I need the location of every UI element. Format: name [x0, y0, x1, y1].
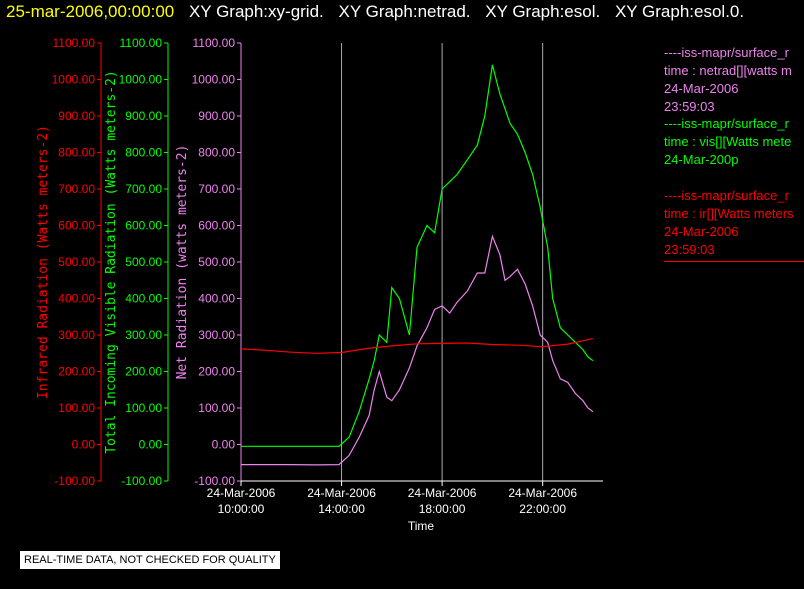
- x-tick-time: 22:00:00: [519, 502, 566, 516]
- y-tick-label: 600.00: [58, 219, 95, 233]
- series-line: [241, 64, 594, 447]
- y-tick-label: 200.00: [198, 365, 235, 379]
- legend-line: 24-Mar-2006: [664, 224, 739, 239]
- y-tick-label: 200.00: [58, 365, 95, 379]
- y-axis-title: Infrared Radiation (Watts meters-2): [36, 125, 51, 399]
- y-tick-label: 200.00: [125, 365, 162, 379]
- legend-separator: [664, 261, 804, 262]
- y-tick-label: 1000.00: [119, 73, 163, 87]
- x-tick-date: 24-Mar-2006: [508, 486, 577, 500]
- y-tick-label: 100.00: [58, 401, 95, 415]
- y-tick-label: 300.00: [58, 328, 95, 342]
- y-tick-label: 300.00: [198, 328, 235, 342]
- legend-line: time : ir[][Watts meters: [664, 206, 794, 221]
- y-tick-label: 1100.00: [53, 36, 96, 50]
- legend-line: 24-Mar-200p: [664, 152, 739, 167]
- y-tick-label: 400.00: [125, 292, 162, 306]
- x-tick-date: 24-Mar-2006: [307, 486, 376, 500]
- x-tick-time: 14:00:00: [318, 502, 365, 516]
- series-lines: [240, 64, 594, 466]
- legend-line: ----iss-mapr/surface_r: [664, 188, 789, 203]
- y-tick-label: 400.00: [198, 292, 235, 306]
- y-tick-label: 400.00: [58, 292, 95, 306]
- y-tick-label: 800.00: [198, 146, 235, 160]
- x-tick-date: 24-Mar-2006: [408, 486, 477, 500]
- y-tick-label: 700.00: [125, 182, 162, 196]
- y-tick-label: 900.00: [125, 109, 162, 123]
- y-tick-label: 900.00: [58, 109, 95, 123]
- y-tick-label: 700.00: [198, 182, 235, 196]
- legend-line: ----iss-mapr/surface_r: [664, 45, 789, 60]
- y-tick-label: 800.00: [125, 146, 162, 160]
- y-axis-title: Total Incoming Visible Radiation (Watts …: [104, 70, 119, 454]
- series-line: [240, 338, 594, 354]
- y-tick-label: 0.00: [139, 438, 163, 452]
- x-axis-title: Time: [408, 519, 435, 533]
- axes: 1100.00 1000.00 900.00 800.00 700.00 600.00 50…: [36, 36, 603, 516]
- legend-line: time : vis[][Watts mete: [664, 134, 792, 149]
- y-tick-label: 600.00: [125, 219, 162, 233]
- y-tick-label: 1100.00: [193, 36, 236, 50]
- y-tick-label: 500.00: [125, 255, 162, 269]
- y-tick-label: 500.00: [58, 255, 95, 269]
- y-axis-title: Net Radiation (watts meters-2): [175, 145, 190, 380]
- series-line: [241, 234, 594, 466]
- y-tick-label: 1000.00: [52, 73, 96, 87]
- quality-notice: REAL-TIME DATA, NOT CHECKED FOR QUALITY: [20, 551, 280, 569]
- graph-name-esol: XY Graph:esol.: [485, 2, 601, 21]
- y-tick-label: 100.00: [198, 401, 235, 415]
- y-tick-label: 700.00: [58, 182, 95, 196]
- y-tick-label: 0.00: [212, 438, 236, 452]
- y-tick-label: 600.00: [198, 219, 235, 233]
- y-tick-label: -100.00: [54, 474, 95, 488]
- y-tick-label: 800.00: [58, 146, 95, 160]
- graph-name-xy-grid: XY Graph:xy-grid.: [188, 2, 324, 21]
- y-tick-label: -100.00: [194, 474, 235, 488]
- x-tick-time: 10:00:00: [218, 502, 265, 516]
- grid-lines: [341, 43, 544, 481]
- legend-line: 24-Mar-2006: [664, 81, 739, 96]
- y-tick-label: -100.00: [121, 474, 162, 488]
- y-tick-label: 0.00: [72, 438, 96, 452]
- plot-date: 25-mar-2006,00:00:00: [6, 2, 175, 21]
- y-tick-label: 300.00: [125, 328, 162, 342]
- y-tick-label: 500.00: [198, 255, 235, 269]
- y-tick-label: 1100.00: [120, 36, 163, 50]
- legend-line: 23:59:03: [664, 99, 715, 114]
- x-tick-date: 24-Mar-2006: [207, 486, 276, 500]
- legend-line: time : netrad[][watts m: [664, 63, 792, 78]
- y-tick-label: 100.00: [125, 401, 162, 415]
- y-tick-label: 900.00: [198, 109, 235, 123]
- graph-name-netrad: XY Graph:netrad.: [338, 2, 471, 21]
- legend-line: 23:59:03: [664, 242, 715, 257]
- x-tick-time: 18:00:00: [419, 502, 466, 516]
- graph-name-esol-0: XY Graph:esol.0.: [614, 2, 745, 21]
- legend-line: ----iss-mapr/surface_r: [664, 116, 789, 131]
- y-tick-label: 1000.00: [192, 73, 236, 87]
- window-title: 25-mar-2006,00:00:00 XY Graph:xy-grid. X…: [6, 2, 744, 22]
